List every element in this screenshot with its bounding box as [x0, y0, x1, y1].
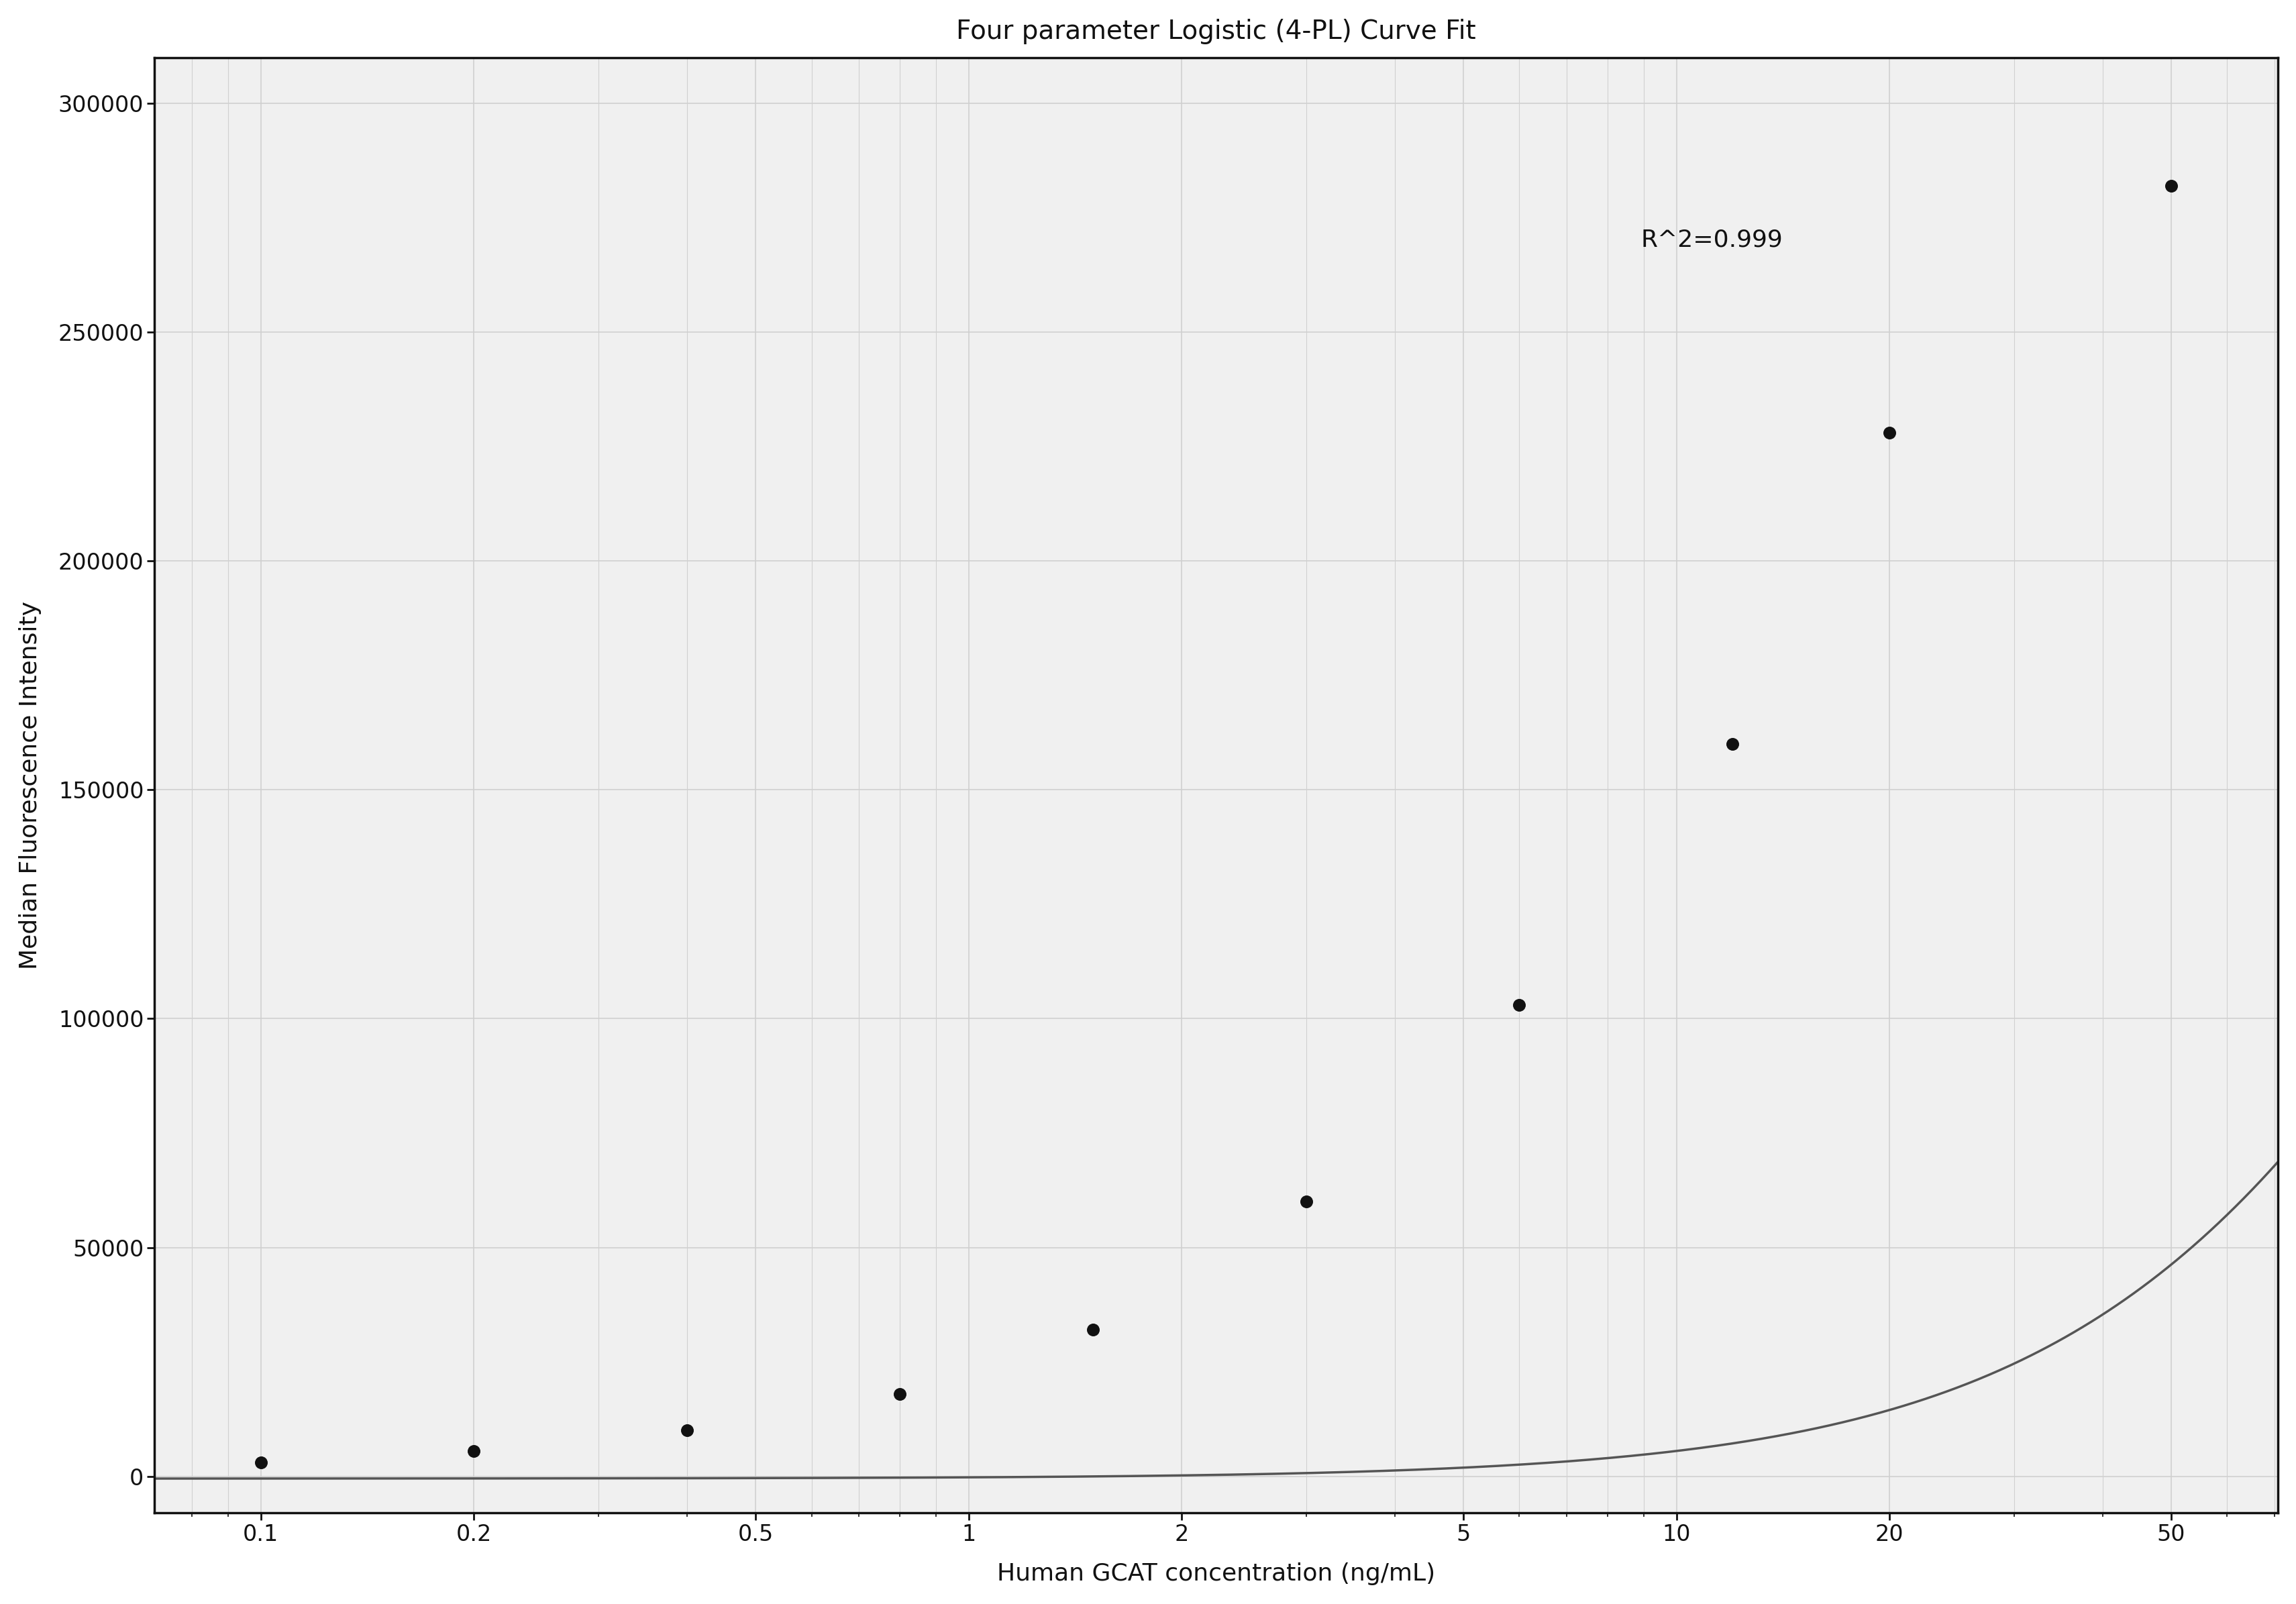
- Point: [1502, 991, 1538, 1017]
- Point: [455, 1439, 491, 1464]
- X-axis label: Human GCAT concentration (ng/mL): Human GCAT concentration (ng/mL): [996, 1562, 1435, 1585]
- Point: [243, 1450, 280, 1476]
- Text: R^2=0.999: R^2=0.999: [1642, 228, 1782, 252]
- Title: Four parameter Logistic (4-PL) Curve Fit: Four parameter Logistic (4-PL) Curve Fit: [955, 19, 1476, 45]
- Point: [1288, 1189, 1325, 1214]
- Point: [1713, 731, 1750, 757]
- Y-axis label: Median Fluorescence Intensity: Median Fluorescence Intensity: [18, 602, 41, 969]
- Point: [668, 1418, 705, 1444]
- Point: [2151, 173, 2188, 199]
- Point: [1075, 1317, 1111, 1343]
- Point: [1871, 420, 1908, 446]
- Point: [882, 1381, 918, 1407]
